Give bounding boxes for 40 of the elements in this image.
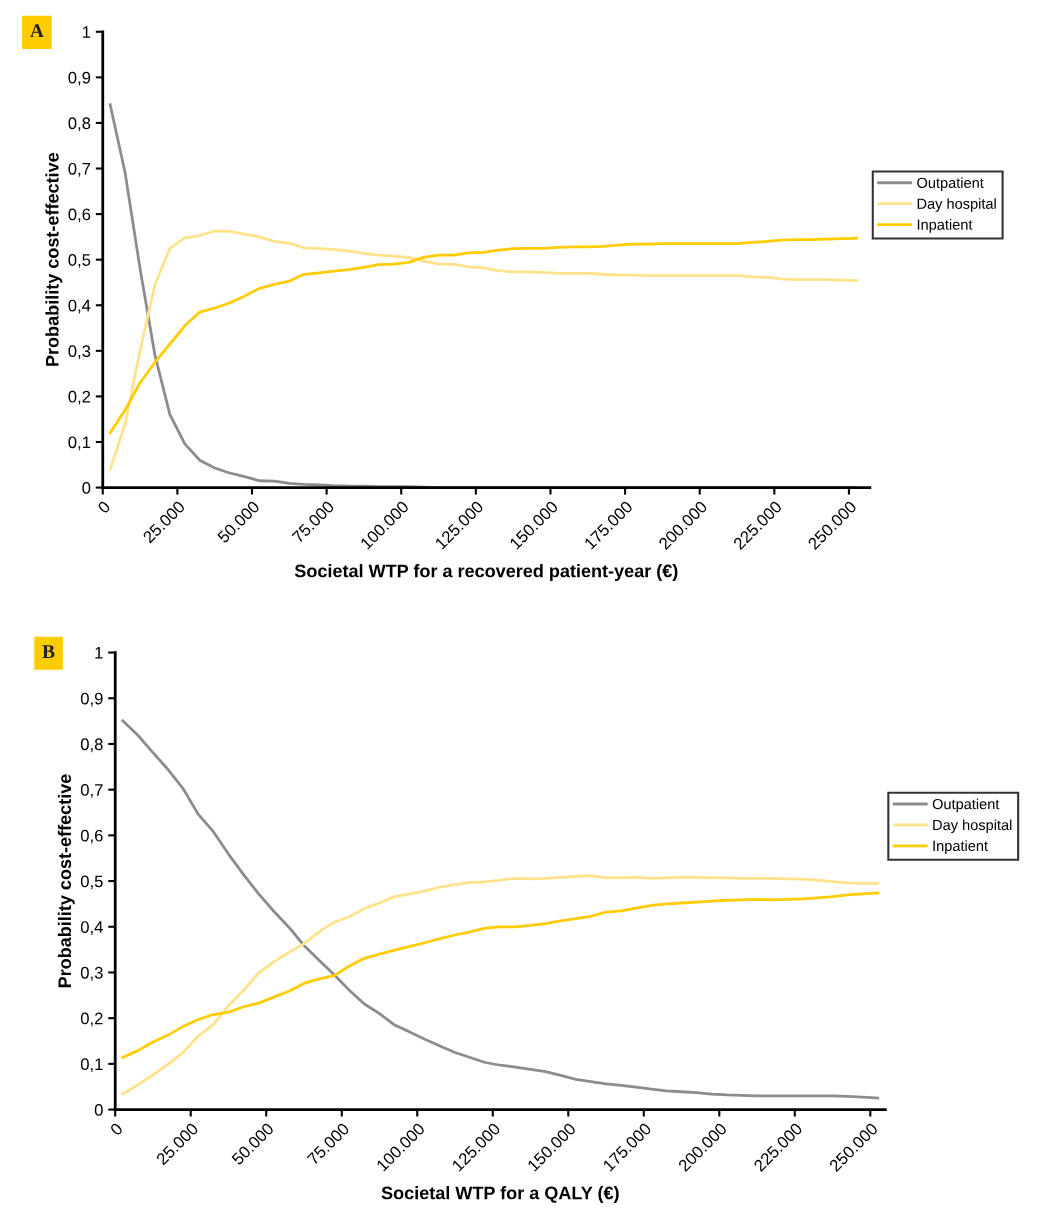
y-tick-label: 0,4 xyxy=(68,299,91,314)
x-tick-label: 0 xyxy=(109,1122,124,1137)
y-tick-label: 0,6 xyxy=(68,208,91,223)
y-tick-label: 0,4 xyxy=(80,921,103,935)
x-axis-title: Societal WTP for a QALY (€) xyxy=(381,1186,619,1203)
y-tick-label: 1 xyxy=(82,26,91,38)
legend-label: Outpatient xyxy=(917,177,984,191)
y-tick-label: 0,7 xyxy=(68,162,91,177)
y-tick-label: 1 xyxy=(95,647,103,659)
y-tick-label: 0,6 xyxy=(80,829,103,844)
y-tick-label: 0,9 xyxy=(68,71,91,86)
legend-label: Day hospital xyxy=(917,198,996,212)
y-tick-label: 0,8 xyxy=(68,117,91,132)
chart-title: A xyxy=(30,24,44,38)
line-series xyxy=(121,874,880,1096)
chart-title: B xyxy=(42,645,55,658)
legend-label: Day hospital xyxy=(933,819,1012,834)
y-tick-label: 0 xyxy=(82,481,91,494)
y-tick-label: 0,3 xyxy=(68,345,91,360)
y-axis-title: Probability cost-effective xyxy=(57,774,75,988)
y-tick-label: 0,2 xyxy=(68,390,91,405)
y-tick-label: 0,3 xyxy=(80,966,103,981)
y-tick-label: 0,5 xyxy=(80,875,103,890)
legend-label: Inpatient xyxy=(917,219,973,233)
y-tick-label: 0,2 xyxy=(80,1012,103,1027)
legend-label: Inpatient xyxy=(933,840,988,854)
line-series xyxy=(121,719,880,1100)
legend-label: Outpatient xyxy=(932,798,1000,813)
line-series xyxy=(121,891,880,1059)
y-tick-label: 0 xyxy=(94,1103,103,1116)
y-axis-title: Probability cost-effective xyxy=(45,152,63,366)
y-tick-label: 0,1 xyxy=(68,436,91,451)
y-tick-label: 0,9 xyxy=(80,692,103,707)
y-tick-label: 0,7 xyxy=(80,784,103,798)
y-tick-label: 0,1 xyxy=(80,1058,103,1073)
line-series xyxy=(108,229,858,471)
y-tick-label: 0,5 xyxy=(68,254,91,268)
line-series xyxy=(108,236,858,435)
x-axis-title: Societal WTP for a recovered patient-year (€) xyxy=(294,564,678,581)
y-tick-label: 0,8 xyxy=(80,738,103,753)
